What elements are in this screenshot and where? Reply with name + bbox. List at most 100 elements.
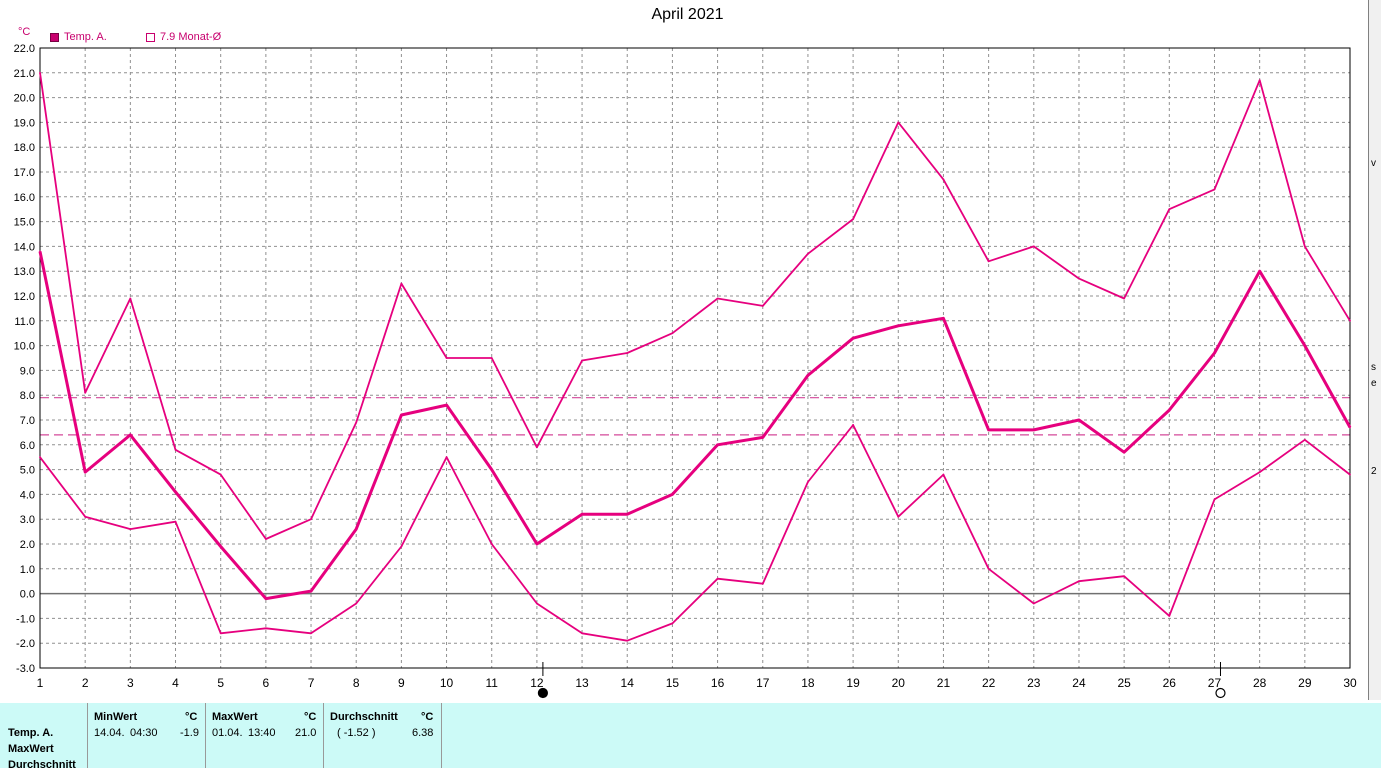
- data-point-max: [129, 297, 132, 300]
- data-point-avg: [761, 436, 764, 439]
- data-point-avg: [987, 429, 990, 431]
- data-point-max: [1078, 277, 1080, 280]
- data-point-avg: [671, 493, 674, 496]
- data-point-avg: [942, 317, 945, 320]
- data-point-max: [852, 218, 855, 221]
- data-point-min: [852, 424, 855, 426]
- legend-label-month-avg: 7.9 Monat-Ø: [160, 31, 222, 43]
- y-tick-label: 15.0: [14, 217, 35, 229]
- data-point-max: [581, 359, 583, 362]
- x-tick-label: 9: [398, 676, 405, 690]
- data-point-max: [1303, 245, 1306, 248]
- data-point-avg: [716, 443, 719, 446]
- row-label-avg: Durchschnitt: [8, 759, 76, 771]
- y-tick-label: 0.0: [20, 589, 35, 601]
- data-point-max: [987, 260, 990, 263]
- moon-markers: [537, 662, 1226, 699]
- x-tick-label: 26: [1163, 676, 1177, 690]
- y-tick-label: 12.0: [14, 291, 35, 303]
- data-point-avg: [1168, 409, 1171, 411]
- max-header: MaxWert: [212, 711, 258, 723]
- tick-labels: 22.021.020.019.018.017.016.015.014.013.0…: [14, 43, 1357, 690]
- y-tick-label: 22.0: [14, 43, 35, 55]
- data-point-min: [1303, 438, 1306, 441]
- data-point-avg: [1123, 451, 1126, 454]
- data-point-min: [129, 528, 132, 531]
- series-line-min: [39, 424, 1351, 642]
- data-point-min: [987, 567, 990, 570]
- x-tick-label: 17: [756, 676, 770, 690]
- min-date: 14.04.: [94, 727, 125, 739]
- data-point-avg: [400, 414, 403, 416]
- x-tick-label: 24: [1072, 676, 1086, 690]
- data-point-min: [1168, 615, 1171, 617]
- data-point-max: [355, 421, 358, 424]
- y-tick-label: -3.0: [16, 663, 35, 675]
- data-point-max: [219, 473, 222, 476]
- reference-lines: [40, 397, 1350, 436]
- y-tick-label: 2.0: [20, 539, 35, 551]
- data-point-max: [174, 448, 177, 451]
- row-label-max: MaxWert: [8, 743, 54, 755]
- x-tick-label: 4: [172, 676, 179, 690]
- avg-value: 6.38: [412, 727, 434, 739]
- data-point-min: [1213, 498, 1216, 501]
- min-value: -1.9: [180, 727, 199, 739]
- data-point-max: [1123, 297, 1126, 300]
- data-point-max: [39, 71, 41, 74]
- x-tick-label: 22: [982, 676, 996, 690]
- data-point-avg: [445, 404, 448, 407]
- data-point-avg: [174, 491, 177, 493]
- y-tick-label: 5.0: [20, 465, 35, 477]
- x-tick-label: 29: [1298, 676, 1312, 690]
- side-fragment: 2: [1371, 466, 1377, 477]
- y-tick-label: 7.0: [20, 415, 35, 427]
- data-point-max: [490, 357, 493, 359]
- data-point-max: [1258, 79, 1261, 82]
- data-point-min: [581, 632, 583, 635]
- data-point-avg: [1213, 352, 1216, 354]
- data-point-min: [671, 622, 674, 625]
- y-tick-label: 4.0: [20, 489, 35, 501]
- y-tick-label: 6.0: [20, 440, 35, 452]
- full-moon-icon: [1215, 687, 1226, 699]
- right-window-strip: v s e 2: [1368, 0, 1381, 700]
- data-point-min: [355, 602, 358, 605]
- y-tick-label: 3.0: [20, 514, 35, 526]
- side-fragment: e: [1371, 378, 1377, 389]
- data-point-min: [219, 632, 222, 635]
- data-point-avg: [84, 471, 87, 473]
- y-tick-label: 21.0: [14, 68, 35, 80]
- data-point-avg: [1258, 270, 1261, 273]
- data-point-avg: [1349, 426, 1351, 429]
- data-point-max: [535, 446, 538, 449]
- y-tick-label: 18.0: [14, 142, 35, 154]
- data-point-min: [716, 577, 719, 580]
- x-tick-label: 23: [1027, 676, 1041, 690]
- y-tick-label: 10.0: [14, 341, 35, 353]
- data-point-min: [39, 456, 41, 459]
- x-tick-label: 18: [801, 676, 815, 690]
- y-tick-label: 17.0: [14, 167, 35, 179]
- axes: [39, 47, 1351, 669]
- legend-item-month-avg: 7.9 Monat-Ø: [146, 31, 221, 43]
- statistics-panel: Temp. A. MaxWert Durchschnitt MinWert °C…: [0, 703, 1381, 771]
- data-point-min: [264, 627, 267, 630]
- data-point-max: [1213, 188, 1216, 191]
- data-point-avg: [129, 433, 132, 436]
- data-point-min: [897, 515, 900, 518]
- x-tick-label: 25: [1117, 676, 1131, 690]
- data-point-max: [761, 305, 764, 307]
- data-point-min: [761, 582, 764, 585]
- data-point-avg: [219, 545, 222, 548]
- y-tick-label: 8.0: [20, 390, 35, 402]
- data-point-max: [445, 357, 448, 359]
- data-point-min: [174, 520, 177, 523]
- data-point-avg: [264, 597, 267, 600]
- x-tick-label: 21: [937, 676, 951, 690]
- side-fragment: v: [1371, 158, 1376, 169]
- avg-header: Durchschnitt: [330, 711, 398, 723]
- new-moon-icon: [537, 687, 548, 699]
- data-point-avg: [852, 337, 855, 340]
- chart-plot: 22.021.020.019.018.017.016.015.014.013.0…: [14, 43, 1357, 699]
